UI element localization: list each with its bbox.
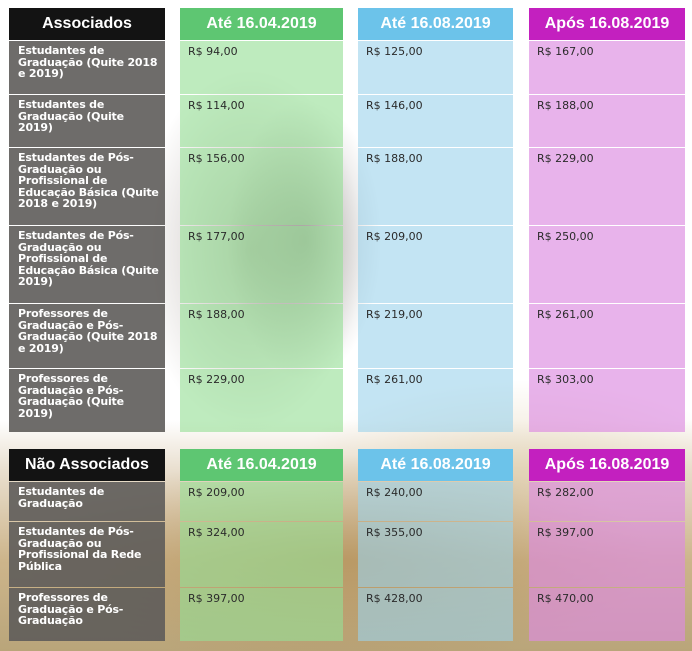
- price-cell: R$ 282,00: [529, 482, 685, 521]
- period-3-header: Após 16.08.2019: [529, 449, 685, 481]
- row-label: Professores de Graduação e Pós-Graduação…: [9, 304, 165, 368]
- price-cell: R$ 229,00: [180, 369, 343, 432]
- period-3-header: Após 16.08.2019: [529, 8, 685, 40]
- nao-associados-header: Não Associados: [9, 449, 165, 481]
- row-label: Estudantes de Graduação (Quite 2018 e 20…: [9, 41, 165, 94]
- period-1-header: Até 16.04.2019: [180, 449, 343, 481]
- associados-header: Associados: [9, 8, 165, 40]
- price-cell: R$ 240,00: [358, 482, 513, 521]
- nao-associados-table: Não Associados Até 16.04.2019 Até 16.08.…: [0, 449, 692, 643]
- price-cell: R$ 125,00: [358, 41, 513, 94]
- price-cell: R$ 146,00: [358, 95, 513, 147]
- price-cell: R$ 188,00: [180, 304, 343, 368]
- row-label: Estudantes de Pós-Graduação ou Profissio…: [9, 226, 165, 303]
- price-cell: R$ 209,00: [358, 226, 513, 303]
- price-cell: R$ 229,00: [529, 148, 685, 225]
- price-cell: R$ 188,00: [529, 95, 685, 147]
- row-label: Professores de Graduação e Pós-Graduação…: [9, 369, 165, 432]
- price-cell: R$ 209,00: [180, 482, 343, 521]
- period-1-header: Até 16.04.2019: [180, 8, 343, 40]
- price-cell: R$ 167,00: [529, 41, 685, 94]
- price-cell: R$ 397,00: [180, 588, 343, 641]
- price-cell: R$ 428,00: [358, 588, 513, 641]
- price-cell: R$ 303,00: [529, 369, 685, 432]
- associados-table: Associados Até 16.04.2019 Até 16.08.2019…: [0, 8, 692, 434]
- price-cell: R$ 219,00: [358, 304, 513, 368]
- period-2-header: Até 16.08.2019: [358, 8, 513, 40]
- price-cell: R$ 177,00: [180, 226, 343, 303]
- row-label: Estudantes de Graduação: [9, 482, 165, 521]
- price-cell: R$ 470,00: [529, 588, 685, 641]
- price-cell: R$ 94,00: [180, 41, 343, 94]
- price-cell: R$ 397,00: [529, 522, 685, 587]
- price-cell: R$ 114,00: [180, 95, 343, 147]
- price-cell: R$ 355,00: [358, 522, 513, 587]
- price-cell: R$ 324,00: [180, 522, 343, 587]
- row-label: Estudantes de Graduação (Quite 2019): [9, 95, 165, 147]
- price-cell: R$ 156,00: [180, 148, 343, 225]
- price-cell: R$ 250,00: [529, 226, 685, 303]
- period-2-header: Até 16.08.2019: [358, 449, 513, 481]
- price-cell: R$ 261,00: [358, 369, 513, 432]
- row-label: Professores de Graduação e Pós-Graduação: [9, 588, 165, 641]
- row-label: Estudantes de Pós-Graduação ou Profissio…: [9, 148, 165, 225]
- price-cell: R$ 188,00: [358, 148, 513, 225]
- row-label: Estudantes de Pós-Graduação ou Profissio…: [9, 522, 165, 587]
- price-cell: R$ 261,00: [529, 304, 685, 368]
